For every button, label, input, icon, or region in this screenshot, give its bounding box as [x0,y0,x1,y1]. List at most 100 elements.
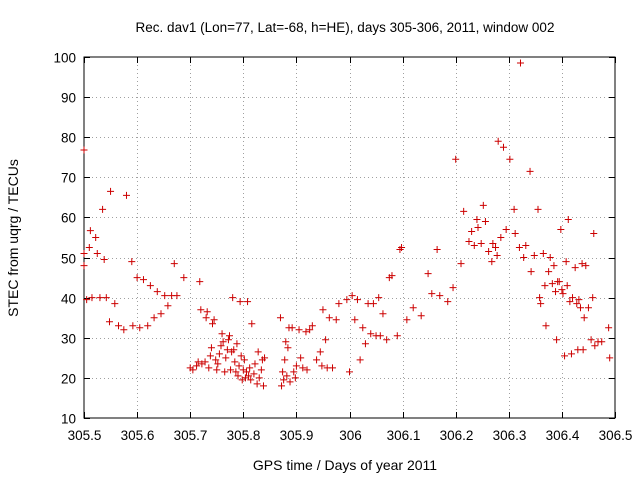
data-point [291,374,299,382]
data-point [99,205,107,213]
data-point [202,314,210,322]
data-point [479,201,487,209]
data-point [589,294,597,302]
data-point [582,262,590,270]
y-tick-label: 30 [61,332,76,347]
data-point [605,324,613,332]
data-point [144,322,152,330]
data-point [122,191,130,199]
data-point [587,336,595,344]
data-point [80,250,88,258]
data-point [303,366,311,374]
data-point [502,225,510,233]
data-point [497,234,505,241]
data-point [236,298,244,306]
data-point [571,264,579,272]
data-point [92,234,100,241]
y-tick-labels: 10 20 30 40 50 60 70 80 90 100 [53,51,76,427]
data-point [247,376,255,384]
data-point [379,310,387,318]
data-point [465,238,473,246]
data-point [295,326,303,334]
data-point [157,310,165,318]
data-point [207,344,215,352]
data-point [193,362,201,370]
data-point [224,336,232,344]
data-point [353,296,361,304]
data-point [522,242,530,250]
data-point [107,187,115,195]
data-point [473,215,481,223]
data-point [290,368,298,376]
x-tick-label: 305.7 [174,428,208,443]
data-point [240,356,248,364]
data-point [511,229,519,237]
data-point [306,326,314,334]
data-point [189,366,197,374]
data-point [105,318,113,326]
data-point [284,344,292,352]
x-tick-label: 305.6 [121,428,155,443]
data-point [460,207,468,215]
x-tick-label: 306.4 [546,428,580,443]
data-point [573,300,581,308]
data-point [203,308,211,316]
data-point [351,316,359,324]
data-point [578,260,586,268]
data-point [227,366,235,374]
data-point [115,322,123,330]
data-point [139,276,147,284]
data-point [100,256,108,264]
data-point [146,282,154,290]
data-point [485,248,493,256]
data-point [201,358,209,366]
data-point [348,292,356,300]
data-point [217,342,225,350]
data-point [562,258,570,266]
x-tick-label: 305.8 [227,428,261,443]
data-point [403,316,411,324]
data-point [164,302,172,310]
data-point [569,294,577,302]
data-point [319,306,327,314]
data-point [196,278,204,286]
data-point [388,272,396,280]
data-point [205,364,213,372]
data-point [259,382,267,390]
data-point [214,360,222,368]
data-point [276,314,284,322]
data-point [150,314,158,322]
x-tick-label: 306.3 [493,428,527,443]
data-point [223,346,231,354]
data-point [506,155,514,163]
data-point [424,270,432,278]
data-point [279,368,287,376]
data-point [96,294,104,302]
data-point [180,274,188,282]
data-point [444,298,452,306]
data-point [215,350,223,358]
data-point [280,376,288,384]
data-point [232,368,240,376]
data-point [248,320,256,328]
data-point [316,348,324,356]
data-point [579,346,587,354]
data-point [552,288,560,296]
y-axis-label: STEC from uqrg / TECUs [5,159,21,317]
data-point [133,274,141,282]
x-tick-label: 306 [339,428,362,443]
data-point [383,336,391,344]
data-point [325,314,333,322]
data-points [80,59,614,390]
x-axis-label: GPS time / Days of year 2011 [253,457,437,473]
data-point [359,324,367,332]
y-tick-label: 70 [61,171,76,186]
data-point [489,240,497,248]
data-point [433,246,441,254]
data-point [153,288,161,296]
data-point [219,338,227,346]
data-point [356,356,364,364]
x-tick-labels: 305.5 305.6 305.7 305.8 305.9 306 306.1 306.2 30… [68,428,633,443]
data-point [555,278,563,286]
data-point [590,229,598,237]
